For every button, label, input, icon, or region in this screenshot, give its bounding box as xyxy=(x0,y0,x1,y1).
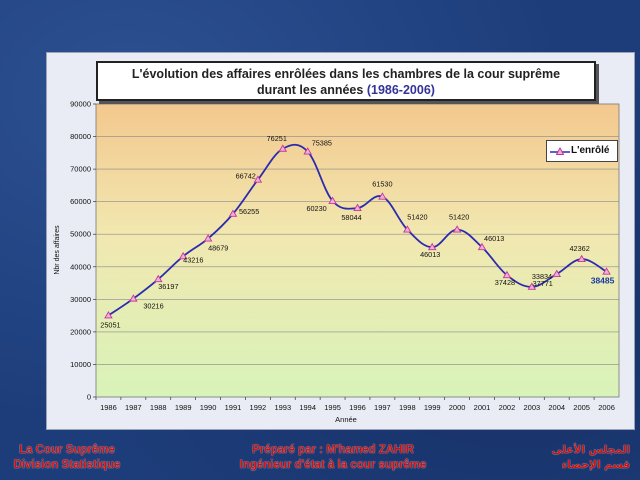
data-point xyxy=(104,311,113,319)
chart-title: L'évolution des affaires enrôlées dans l… xyxy=(131,67,561,81)
data-point xyxy=(328,196,337,204)
x-tick-label: 1991 xyxy=(225,403,242,412)
chart-title-box: L'évolution des affaires enrôlées dans l… xyxy=(96,61,596,101)
data-point xyxy=(353,203,362,211)
data-point xyxy=(477,242,487,251)
x-tick-label: 1996 xyxy=(349,403,366,412)
legend: L'enrôlé xyxy=(546,140,618,162)
x-tick-label: 1990 xyxy=(200,403,217,412)
footer-author-line1: Préparé par : M'hamed ZAHIR xyxy=(252,444,414,456)
legend-marker-icon xyxy=(550,146,570,155)
data-label: 46013 xyxy=(420,250,440,259)
footer-left: La Cour Suprême Division Statistique xyxy=(8,443,126,473)
y-tick-label: 50000 xyxy=(70,230,91,239)
data-label: 46013 xyxy=(484,234,504,243)
data-label: 38485 xyxy=(591,276,615,286)
y-tick-label: 20000 xyxy=(70,327,91,336)
x-tick-label: 1999 xyxy=(424,403,441,412)
data-label: 58044 xyxy=(341,213,361,222)
footer-right: المجلس الأعلى قسم الإحصاء xyxy=(540,443,630,473)
data-label: 76251 xyxy=(267,134,287,143)
data-point xyxy=(303,147,312,155)
x-tick-label: 1992 xyxy=(250,403,267,412)
data-point xyxy=(527,282,537,290)
x-tick-label: 2006 xyxy=(598,403,615,412)
data-point xyxy=(552,269,562,277)
x-tick-label: 1988 xyxy=(150,403,167,412)
x-tick-label: 1998 xyxy=(399,403,416,412)
footer-left-line1: La Cour Suprême xyxy=(19,444,115,456)
x-tick-label: 1989 xyxy=(175,403,192,412)
data-label: 56255 xyxy=(239,207,259,216)
data-label: 60230 xyxy=(306,204,326,213)
data-point xyxy=(153,274,163,283)
data-label: 37428 xyxy=(495,278,515,287)
data-point xyxy=(228,209,238,217)
y-axis-label: Nbr des affaires xyxy=(54,225,61,275)
plot-area xyxy=(95,103,620,398)
y-tick-label: 30000 xyxy=(70,295,91,304)
data-label: 33834 xyxy=(532,272,552,281)
x-tick-label: 1986 xyxy=(100,403,117,412)
data-point xyxy=(577,254,586,263)
y-tick-label: 90000 xyxy=(70,100,91,109)
x-tick-label: 2004 xyxy=(548,403,565,412)
chart-subtitle: durant les années (1986-2006) xyxy=(98,82,594,98)
footer-author-line2: Ingénieur d'état à la cour suprême xyxy=(239,459,427,471)
x-tick-label: 1997 xyxy=(374,403,391,412)
data-point xyxy=(602,267,611,275)
chart-years: (1986-2006) xyxy=(366,83,435,97)
data-label: 48679 xyxy=(208,244,228,253)
x-tick-label: 2001 xyxy=(474,403,491,412)
footer-right-line2: قسم الإحصاء xyxy=(561,459,630,471)
data-label: 51420 xyxy=(449,213,469,222)
footer-author: Préparé par : M'hamed ZAHIR Ingénieur d'… xyxy=(228,443,438,473)
data-point xyxy=(403,225,412,233)
y-tick-label: 60000 xyxy=(70,197,91,206)
y-tick-label: 10000 xyxy=(70,360,91,369)
x-tick-label: 1987 xyxy=(125,403,142,412)
y-tick-label: 40000 xyxy=(70,262,91,271)
x-axis-label: Année xyxy=(335,415,357,424)
x-tick-label: 1993 xyxy=(274,403,291,412)
data-label: 51420 xyxy=(407,213,427,222)
data-point xyxy=(378,192,387,200)
data-point xyxy=(178,251,188,260)
x-tick-label: 2003 xyxy=(523,403,540,412)
x-tick-label: 2000 xyxy=(449,403,466,412)
data-label: 42362 xyxy=(569,244,589,253)
data-label: 61530 xyxy=(372,180,392,189)
x-tick-label: 1994 xyxy=(299,403,316,412)
data-point xyxy=(502,270,512,279)
footer-left-line2: Division Statistique xyxy=(13,459,121,471)
x-tick-label: 2005 xyxy=(573,403,590,412)
chart-subtitle-text: durant les années xyxy=(257,83,364,97)
y-tick-label: 80000 xyxy=(70,132,91,141)
footer-right-line1: المجلس الأعلى xyxy=(551,444,630,456)
data-label: 66742 xyxy=(236,172,256,181)
data-label: 36197 xyxy=(158,282,178,291)
y-tick-label: 0 xyxy=(87,393,91,402)
data-point xyxy=(129,294,138,302)
data-label: 30216 xyxy=(143,302,163,311)
y-tick-label: 70000 xyxy=(70,165,91,174)
data-label: 37771 xyxy=(533,279,553,288)
data-label: 43216 xyxy=(183,255,203,264)
x-tick-label: 2002 xyxy=(499,403,516,412)
legend-label: L'enrôlé xyxy=(571,145,610,156)
x-tick-label: 1995 xyxy=(324,403,341,412)
data-point xyxy=(452,225,462,233)
data-label: 25051 xyxy=(100,320,120,329)
data-point xyxy=(253,175,263,183)
data-point xyxy=(203,234,213,242)
data-point xyxy=(427,242,437,251)
data-label: 75385 xyxy=(312,139,332,148)
data-point xyxy=(278,144,288,152)
